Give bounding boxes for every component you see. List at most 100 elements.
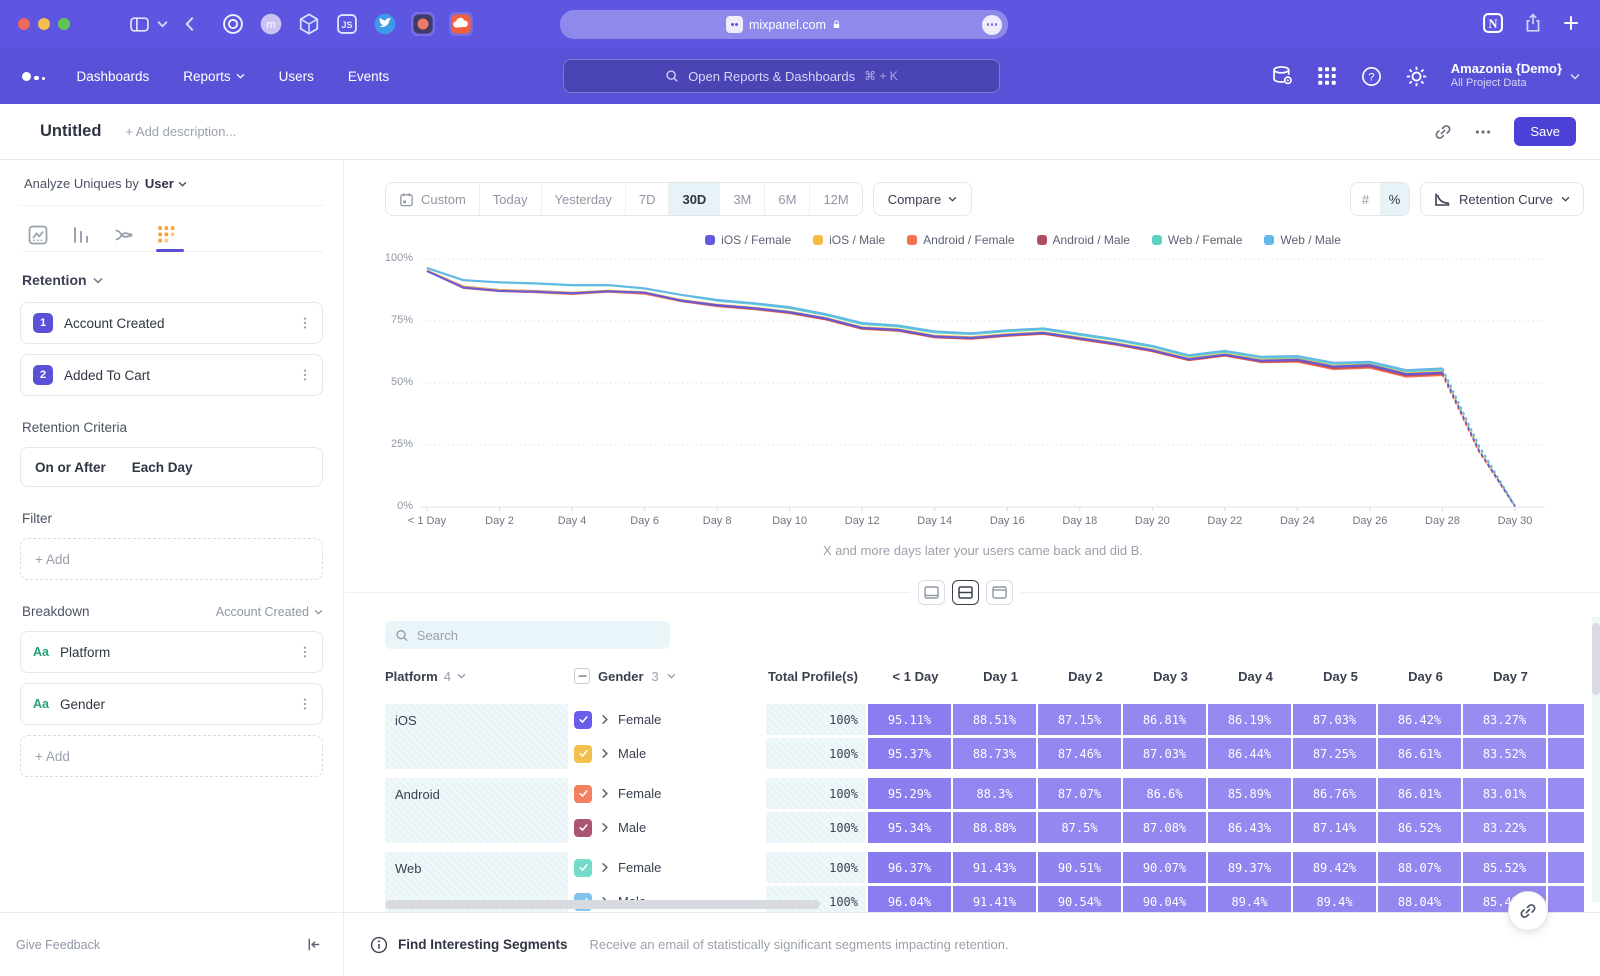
breakdown-options-icon[interactable] (298, 697, 312, 711)
minimize-window-button[interactable] (38, 18, 50, 30)
date-range-3m[interactable]: 3M (720, 183, 765, 215)
retention-value-cell[interactable]: 87.08% (1123, 812, 1206, 843)
apps-grid-icon[interactable] (1317, 66, 1337, 86)
nav-users[interactable]: Users (279, 69, 314, 84)
report-title[interactable]: Untitled (40, 122, 101, 141)
chevron-down-icon[interactable] (157, 20, 168, 28)
retention-value-cell[interactable]: 89.37% (1208, 852, 1291, 883)
find-segments-link[interactable]: Find Interesting Segments (398, 937, 568, 952)
expand-row-icon[interactable] (601, 822, 609, 833)
tab-funnels[interactable] (69, 223, 93, 247)
add-breakdown-button[interactable]: + Add (20, 735, 323, 777)
step-options-icon[interactable] (298, 316, 312, 330)
mixpanel-logo[interactable] (22, 72, 45, 81)
retention-value-cell[interactable]: 88.04% (1378, 886, 1461, 912)
retention-value-cell[interactable]: 89.4% (1293, 886, 1376, 912)
total-profiles-header[interactable]: Total Profile(s) (766, 669, 866, 684)
retention-step-a[interactable]: 1 Account Created (20, 302, 323, 344)
more-options-icon[interactable] (1474, 123, 1492, 141)
extension-icon[interactable] (449, 12, 473, 36)
maximize-window-button[interactable] (58, 18, 70, 30)
date-range-30d[interactable]: 30D (669, 183, 720, 215)
retention-value-cell[interactable]: 86.52% (1378, 812, 1461, 843)
retention-value-cell[interactable]: 83.01% (1463, 778, 1546, 809)
retention-value-cell[interactable]: 87.03% (1293, 704, 1376, 735)
table-row[interactable]: Male100%95.34%88.88%87.5%87.08%86.43%87.… (568, 812, 1584, 843)
retention-value-cell[interactable]: 90.54% (1038, 886, 1121, 912)
retention-value-cell[interactable]: 87.15% (1038, 704, 1121, 735)
breakdown-platform[interactable]: Aa Platform (20, 631, 323, 673)
share-link-button[interactable] (1508, 891, 1548, 931)
legend-item[interactable]: Web / Male (1264, 233, 1340, 247)
analyze-entity-dropdown[interactable]: User (145, 176, 187, 191)
retention-value-cell[interactable]: 90.07% (1123, 852, 1206, 883)
tab-insights[interactable] (26, 223, 50, 247)
retention-value-cell[interactable]: 95.11% (868, 704, 951, 735)
day-column-header[interactable]: Day 7 (1469, 669, 1552, 684)
gender-column-header[interactable]: Gender3 (574, 668, 760, 684)
retention-value-cell[interactable]: 87.03% (1123, 738, 1206, 769)
breakdown-gender[interactable]: Aa Gender (20, 683, 323, 725)
platform-group-cell[interactable]: Android (385, 778, 568, 843)
collapse-sidebar-icon[interactable] (306, 937, 321, 952)
sidebar-toggle-icon[interactable] (130, 16, 149, 33)
back-button[interactable] (184, 16, 195, 32)
retention-value-cell[interactable]: 89.42% (1293, 852, 1376, 883)
notion-extension-icon[interactable]: N (1482, 12, 1504, 34)
day-column-header[interactable]: Day 1 (959, 669, 1042, 684)
gender-checkbox[interactable] (574, 745, 592, 763)
absolute-mode-button[interactable]: # (1351, 183, 1380, 215)
site-settings-button[interactable] (982, 15, 1002, 35)
retention-value-cell[interactable]: 88.51% (953, 704, 1036, 735)
table-row[interactable]: Female100%95.29%88.3%87.07%86.6%85.89%86… (568, 778, 1584, 809)
expand-row-icon[interactable] (601, 748, 609, 759)
vertical-scrollbar[interactable] (1592, 623, 1600, 695)
compare-button[interactable]: Compare (873, 182, 972, 216)
day-column-header[interactable]: Day 3 (1129, 669, 1212, 684)
retention-value-cell[interactable]: 87.14% (1293, 812, 1376, 843)
expand-row-icon[interactable] (601, 714, 609, 725)
day-column-header[interactable]: Day 2 (1044, 669, 1127, 684)
project-switcher[interactable]: Amazonia {Demo} All Project Data (1451, 61, 1580, 91)
table-row[interactable]: Female100%96.37%91.43%90.51%90.07%89.37%… (568, 852, 1584, 883)
retention-value-cell[interactable]: 86.42% (1378, 704, 1461, 735)
gender-checkbox[interactable] (574, 785, 592, 803)
criteria-mode[interactable]: On or After (35, 460, 106, 475)
retention-value-cell[interactable]: 87.46% (1038, 738, 1121, 769)
platform-group-cell[interactable]: iOS (385, 704, 568, 769)
retention-value-cell[interactable]: 85.89% (1208, 778, 1291, 809)
table-search-input[interactable] (417, 628, 660, 643)
retention-value-cell[interactable]: 87.5% (1038, 812, 1121, 843)
retention-value-cell[interactable]: 88.07% (1378, 852, 1461, 883)
gender-checkbox[interactable] (574, 819, 592, 837)
extension-icon[interactable] (411, 12, 435, 36)
retention-value-cell[interactable]: 88.73% (953, 738, 1036, 769)
nav-events[interactable]: Events (348, 69, 389, 84)
help-icon[interactable]: ? (1361, 66, 1382, 87)
date-range-6m[interactable]: 6M (765, 183, 810, 215)
select-all-checkbox[interactable] (574, 668, 590, 684)
retention-value-cell[interactable]: 86.76% (1293, 778, 1376, 809)
horizontal-scrollbar[interactable] (385, 900, 820, 909)
layout-split-button[interactable] (952, 580, 979, 605)
date-range-7d[interactable]: 7D (626, 183, 670, 215)
date-range-custom[interactable]: Custom (386, 183, 480, 215)
table-row[interactable]: Female100%95.11%88.51%87.15%86.81%86.19%… (568, 704, 1584, 735)
retention-value-cell[interactable]: 83.22% (1463, 812, 1546, 843)
new-tab-icon[interactable] (1562, 14, 1580, 32)
retention-value-cell[interactable]: 83.52% (1463, 738, 1546, 769)
retention-value-cell[interactable]: 85.52% (1463, 852, 1546, 883)
retention-value-cell[interactable]: 90.04% (1123, 886, 1206, 912)
retention-value-cell[interactable]: 96.37% (868, 852, 951, 883)
retention-section-header[interactable]: Retention (22, 272, 323, 288)
retention-value-cell[interactable]: 86.6% (1123, 778, 1206, 809)
retention-value-cell[interactable]: 89.4% (1208, 886, 1291, 912)
chart-type-dropdown[interactable]: Retention Curve (1420, 182, 1584, 216)
retention-value-cell[interactable]: 83.27% (1463, 704, 1546, 735)
retention-value-cell[interactable]: 87.07% (1038, 778, 1121, 809)
criteria-interval[interactable]: Each Day (132, 460, 193, 475)
extension-icon[interactable] (221, 12, 245, 36)
date-range-today[interactable]: Today (480, 183, 542, 215)
retention-value-cell[interactable]: 91.41% (953, 886, 1036, 912)
global-search-button[interactable]: Open Reports & Dashboards ⌘ + K (563, 59, 1000, 93)
